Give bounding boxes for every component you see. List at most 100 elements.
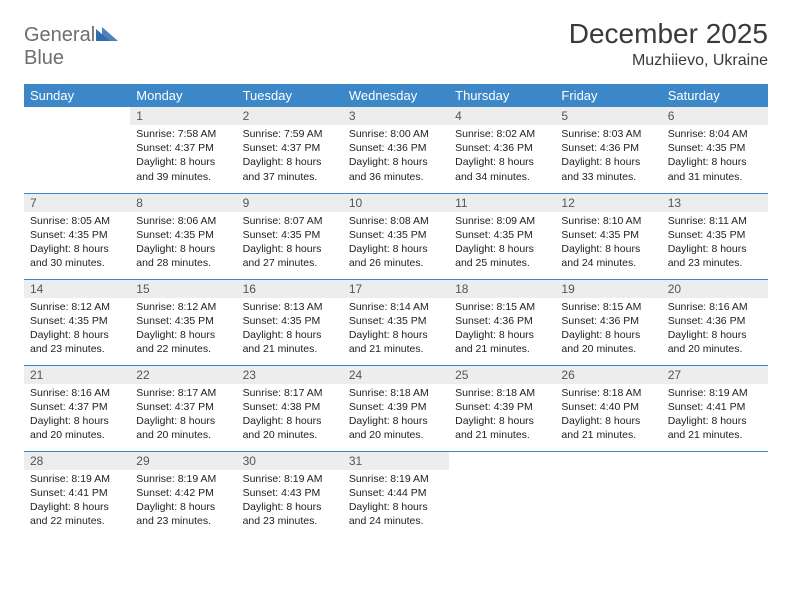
day-number: 1 <box>130 107 236 125</box>
daylight-text: Daylight: 8 hours and 27 minutes. <box>243 242 337 270</box>
sunset-text: Sunset: 4:35 PM <box>561 228 655 242</box>
daylight-text: Daylight: 8 hours and 20 minutes. <box>349 414 443 442</box>
day-details: Sunrise: 8:19 AMSunset: 4:44 PMDaylight:… <box>343 470 449 533</box>
daylight-text: Daylight: 8 hours and 37 minutes. <box>243 155 337 183</box>
day-cell: 25Sunrise: 8:18 AMSunset: 4:39 PMDayligh… <box>449 365 555 451</box>
sunset-text: Sunset: 4:43 PM <box>243 486 337 500</box>
day-cell <box>24 107 130 193</box>
daylight-text: Daylight: 8 hours and 22 minutes. <box>136 328 230 356</box>
sunset-text: Sunset: 4:36 PM <box>455 141 549 155</box>
day-details: Sunrise: 8:18 AMSunset: 4:39 PMDaylight:… <box>449 384 555 447</box>
day-number: 22 <box>130 366 236 384</box>
day-cell: 16Sunrise: 8:13 AMSunset: 4:35 PMDayligh… <box>237 279 343 365</box>
week-row: 14Sunrise: 8:12 AMSunset: 4:35 PMDayligh… <box>24 279 768 365</box>
day-header: Friday <box>555 84 661 107</box>
sunset-text: Sunset: 4:35 PM <box>668 228 762 242</box>
sunrise-text: Sunrise: 8:12 AM <box>136 300 230 314</box>
daylight-text: Daylight: 8 hours and 28 minutes. <box>136 242 230 270</box>
day-number: 19 <box>555 280 661 298</box>
daylight-text: Daylight: 8 hours and 36 minutes. <box>349 155 443 183</box>
sunset-text: Sunset: 4:37 PM <box>136 141 230 155</box>
day-cell: 23Sunrise: 8:17 AMSunset: 4:38 PMDayligh… <box>237 365 343 451</box>
daylight-text: Daylight: 8 hours and 26 minutes. <box>349 242 443 270</box>
day-details: Sunrise: 7:59 AMSunset: 4:37 PMDaylight:… <box>237 125 343 188</box>
daylight-text: Daylight: 8 hours and 30 minutes. <box>30 242 124 270</box>
sunset-text: Sunset: 4:42 PM <box>136 486 230 500</box>
day-cell: 22Sunrise: 8:17 AMSunset: 4:37 PMDayligh… <box>130 365 236 451</box>
calendar-table: Sunday Monday Tuesday Wednesday Thursday… <box>24 84 768 537</box>
sunset-text: Sunset: 4:38 PM <box>243 400 337 414</box>
day-number: 12 <box>555 194 661 212</box>
daylight-text: Daylight: 8 hours and 23 minutes. <box>243 500 337 528</box>
sunrise-text: Sunrise: 8:12 AM <box>30 300 124 314</box>
sunset-text: Sunset: 4:36 PM <box>349 141 443 155</box>
day-cell: 1Sunrise: 7:58 AMSunset: 4:37 PMDaylight… <box>130 107 236 193</box>
sunrise-text: Sunrise: 8:18 AM <box>561 386 655 400</box>
sunset-text: Sunset: 4:35 PM <box>136 314 230 328</box>
day-number: 2 <box>237 107 343 125</box>
day-details: Sunrise: 8:17 AMSunset: 4:38 PMDaylight:… <box>237 384 343 447</box>
sunset-text: Sunset: 4:35 PM <box>30 314 124 328</box>
day-number: 28 <box>24 452 130 470</box>
day-cell: 15 Sunrise: 8:12 AMSunset: 4:35 PMDayligh… <box>130 279 236 365</box>
day-details: Sunrise: 8:09 AMSunset: 4:35 PMDaylight:… <box>449 212 555 275</box>
daylight-text: Daylight: 8 hours and 20 minutes. <box>243 414 337 442</box>
location-label: Muzhiievo, Ukraine <box>569 52 768 70</box>
week-row: 28 Sunrise: 8:19 AMSunset: 4:41 PM Dayligh… <box>24 451 768 537</box>
daylight-text: Daylight: 8 hours and 34 minutes. <box>455 155 549 183</box>
day-number: 4 <box>449 107 555 125</box>
sunrise-text: Sunrise: 8:09 AM <box>455 214 549 228</box>
day-number: 20 <box>662 280 768 298</box>
day-cell: 12Sunrise: 8:10 AMSunset: 4:35 PMDayligh… <box>555 193 661 279</box>
sunset-text: Sunset: 4:36 PM <box>561 141 655 155</box>
sunset-text: Sunset: 4:41 PM <box>30 486 124 500</box>
day-cell: 11Sunrise: 8:09 AMSunset: 4:35 PMDayligh… <box>449 193 555 279</box>
day-cell: 28Sunrise: 8:19 AMSunset: 4:41 PMDayligh… <box>24 451 130 537</box>
day-details: Sunrise: 8:19 AMSunset: 4:43 PMDaylight:… <box>237 470 343 533</box>
day-cell: 8Sunrise: 8:06 AMSunset: 4:35 PMDaylight… <box>130 193 236 279</box>
sunrise-text: Sunrise: 8:02 AM <box>455 127 549 141</box>
day-number: 17 <box>343 280 449 298</box>
day-details: Sunrise: 8:15 AMSunset: 4:36 PMDaylight:… <box>449 298 555 361</box>
day-details: Sunrise: 8:16 AMSunset: 4:37 PMDaylight:… <box>24 384 130 447</box>
daylight-text: Daylight: 8 hours and 20 minutes. <box>668 328 762 356</box>
sunrise-text: Sunrise: 8:15 AM <box>455 300 549 314</box>
day-number: 15 <box>130 280 236 298</box>
daylight-text: Daylight: 8 hours and 20 minutes. <box>136 414 230 442</box>
daylight-text: Daylight: 8 hours and 21 minutes. <box>349 328 443 356</box>
day-details: Sunrise: 8:18 AMSunset: 4:40 PMDaylight:… <box>555 384 661 447</box>
sunset-text: Sunset: 4:36 PM <box>561 314 655 328</box>
sunrise-text: Sunrise: 8:19 AM <box>30 472 124 486</box>
daylight-text: Daylight: 8 hours and 21 minutes. <box>455 328 549 356</box>
daylight-text: Daylight: 8 hours and 21 minutes. <box>561 414 655 442</box>
daylight-text: Daylight: 8 hours and 33 minutes. <box>561 155 655 183</box>
sunset-text: Sunset: 4:36 PM <box>668 314 762 328</box>
day-cell: 3Sunrise: 8:00 AMSunset: 4:36 PMDaylight… <box>343 107 449 193</box>
week-row: 7Sunrise: 8:05 AMSunset: 4:35 PMDaylight… <box>24 193 768 279</box>
day-details: Sunrise: 8:04 AMSunset: 4:35 PMDaylight:… <box>662 125 768 188</box>
day-details: Sunrise: 8:13 AMSunset: 4:35 PMDaylight:… <box>237 298 343 361</box>
day-number: 16 <box>237 280 343 298</box>
sunrise-text: Sunrise: 8:06 AM <box>136 214 230 228</box>
sunset-text: Sunset: 4:35 PM <box>349 228 443 242</box>
daylight-text: Daylight: 8 hours and 21 minutes. <box>455 414 549 442</box>
daylight-text: Daylight: 8 hours and 21 minutes. <box>243 328 337 356</box>
daylight-text: Daylight: 8 hours and 23 minutes. <box>668 242 762 270</box>
day-cell: 21Sunrise: 8:16 AMSunset: 4:37 PMDayligh… <box>24 365 130 451</box>
sunset-text: Sunset: 4:35 PM <box>349 314 443 328</box>
day-details: Sunrise: 8:15 AMSunset: 4:36 PMDaylight:… <box>555 298 661 361</box>
sunrise-text: Sunrise: 8:11 AM <box>668 214 762 228</box>
week-row: 1Sunrise: 7:58 AMSunset: 4:37 PMDaylight… <box>24 107 768 193</box>
sunrise-text: Sunrise: 8:16 AM <box>30 386 124 400</box>
sunset-text: Sunset: 4:39 PM <box>349 400 443 414</box>
sunrise-text: Sunrise: 8:18 AM <box>455 386 549 400</box>
day-details: Sunrise: 8:05 AMSunset: 4:35 PMDaylight:… <box>24 212 130 275</box>
day-number: 31 <box>343 452 449 470</box>
day-number: 9 <box>237 194 343 212</box>
day-cell: 30Sunrise: 8:19 AMSunset: 4:43 PMDayligh… <box>237 451 343 537</box>
day-cell <box>555 451 661 537</box>
day-cell: 6Sunrise: 8:04 AMSunset: 4:35 PMDaylight… <box>662 107 768 193</box>
day-number: 24 <box>343 366 449 384</box>
day-number: 11 <box>449 194 555 212</box>
sunrise-text: Sunrise: 8:16 AM <box>668 300 762 314</box>
